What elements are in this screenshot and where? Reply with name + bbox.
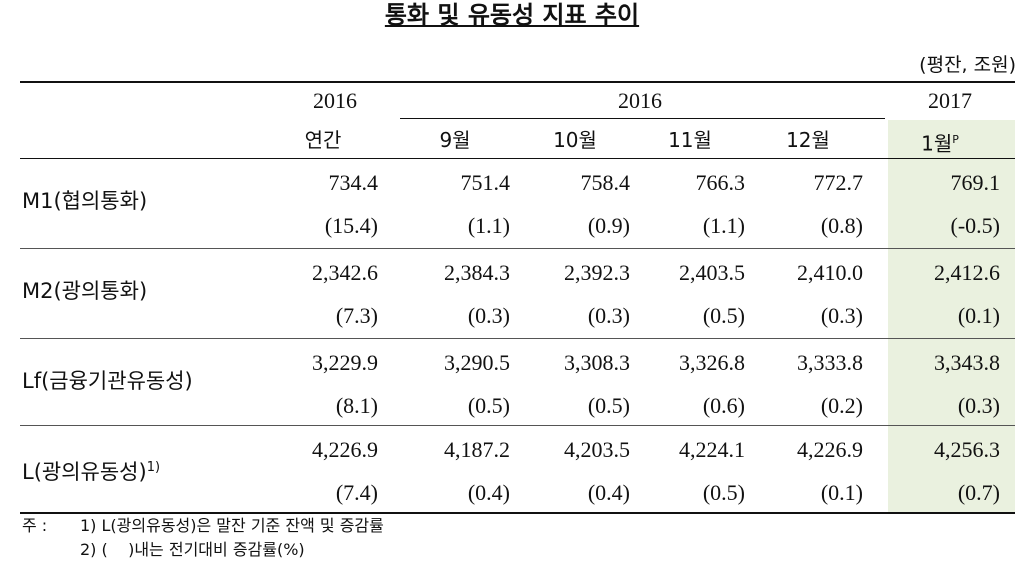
- change-cell: (0.4): [587, 480, 630, 505]
- value-cell: 751.4: [460, 170, 511, 195]
- value-cell: 4,226.9: [312, 437, 378, 462]
- year-header: 2016: [313, 88, 357, 113]
- value-cell: 4,224.1: [679, 437, 745, 462]
- period-header: 11월: [668, 128, 712, 152]
- change-cell: (0.7): [957, 480, 1000, 505]
- value-cell: 2,392.3: [564, 260, 630, 285]
- value-cell: 3,333.8: [797, 350, 863, 375]
- change-cell: (0.3): [587, 303, 630, 328]
- change-cell: (0.5): [702, 480, 745, 505]
- change-cell: (0.3): [820, 303, 863, 328]
- note: 2) ( )내는 전기대비 증감률(%): [80, 540, 305, 559]
- value-cell: 2,403.5: [679, 260, 745, 285]
- row-rule: [20, 248, 1015, 249]
- period-header: 9월: [439, 128, 471, 152]
- change-cell: (0.1): [957, 303, 1000, 328]
- row-rule: [20, 338, 1015, 339]
- change-cell: (0.5): [702, 303, 745, 328]
- value-cell: 2,412.6: [934, 260, 1000, 285]
- row-label: M1(협의통화): [22, 189, 148, 213]
- value-cell: 2,342.6: [312, 260, 378, 285]
- value-cell: 2,384.3: [444, 260, 510, 285]
- value-cell: 772.7: [813, 170, 864, 195]
- change-cell: (7.3): [335, 303, 378, 328]
- row-label: M2(광의통화): [22, 279, 148, 303]
- value-cell: 4,187.2: [444, 437, 510, 462]
- period-header: 연간: [304, 128, 342, 152]
- value-cell: 758.4: [580, 170, 631, 195]
- value-cell: 769.1: [950, 170, 1001, 195]
- highlight-column: [888, 120, 1015, 512]
- row-label: L(광의유동성)1): [22, 460, 161, 484]
- title: 통화 및 유동성 지표 추이: [384, 1, 640, 29]
- unit: (평잔, 조원): [919, 54, 1016, 76]
- top-rule: [20, 81, 1015, 83]
- change-cell: (0.9): [587, 213, 630, 238]
- value-cell: 3,308.3: [564, 350, 630, 375]
- value-cell: 3,290.5: [444, 350, 510, 375]
- change-cell: (15.4): [324, 213, 378, 238]
- value-cell: 4,256.3: [934, 437, 1000, 462]
- value-cell: 4,226.9: [797, 437, 863, 462]
- value-cell: 3,326.8: [679, 350, 745, 375]
- change-cell: (0.3): [467, 303, 510, 328]
- change-cell: (-0.5): [950, 213, 1000, 238]
- change-cell: (0.4): [467, 480, 510, 505]
- change-cell: (7.4): [335, 480, 378, 505]
- row-rule: [20, 425, 1015, 426]
- change-cell: (0.5): [587, 393, 630, 418]
- note-prefix: 주 :: [22, 516, 48, 535]
- value-cell: 734.4: [328, 170, 379, 195]
- row-label: Lf(금융기관유동성): [22, 369, 193, 393]
- change-cell: (0.1): [820, 480, 863, 505]
- value-cell: 2,410.0: [797, 260, 863, 285]
- change-cell: (0.8): [820, 213, 863, 238]
- value-cell: 3,229.9: [312, 350, 378, 375]
- change-cell: (0.3): [957, 393, 1000, 418]
- period-header: 1월P: [921, 131, 959, 156]
- change-cell: (0.2): [820, 393, 863, 418]
- bottom-rule: [20, 512, 1015, 514]
- header-rule: [20, 158, 1015, 159]
- value-cell: 3,343.8: [934, 350, 1000, 375]
- change-cell: (8.1): [335, 393, 378, 418]
- change-cell: (1.1): [467, 213, 510, 238]
- preliminary-mark: P: [952, 133, 959, 146]
- label-note: 1): [146, 460, 161, 475]
- change-cell: (0.5): [467, 393, 510, 418]
- period-header: 12월: [786, 128, 830, 152]
- year-rule: [400, 118, 885, 119]
- year-header: 2017: [928, 88, 972, 113]
- change-cell: (1.1): [702, 213, 745, 238]
- note: 1) L(광의유동성)은 말잔 기준 잔액 및 증감률: [80, 516, 384, 535]
- value-cell: 4,203.5: [564, 437, 630, 462]
- change-cell: (0.6): [702, 393, 745, 418]
- value-cell: 766.3: [695, 170, 746, 195]
- year-header: 2016: [618, 88, 662, 113]
- period-header: 10월: [553, 128, 597, 152]
